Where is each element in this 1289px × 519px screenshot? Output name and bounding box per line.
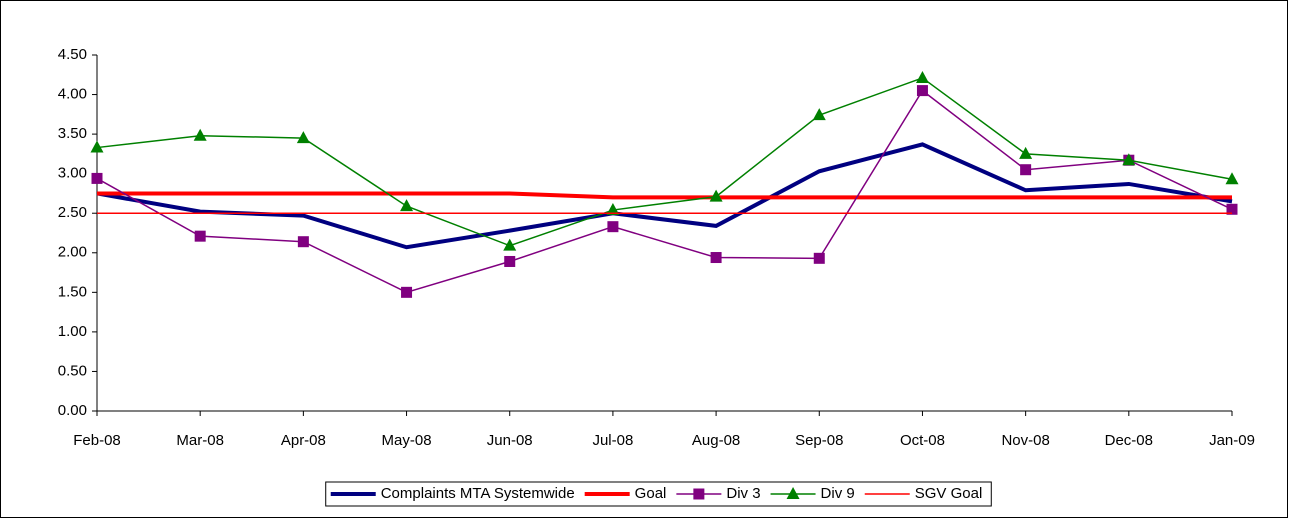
y-tick-label: 3.00 <box>58 165 87 182</box>
legend-label: Complaints MTA Systemwide <box>381 485 575 502</box>
y-tick-label: 4.50 <box>58 46 87 63</box>
marker <box>1226 203 1238 215</box>
y-tick-label: 0.50 <box>58 362 87 379</box>
marker <box>813 252 825 264</box>
marker <box>400 199 414 212</box>
x-tick-label: Sep-08 <box>795 432 843 449</box>
marker <box>607 221 619 233</box>
x-tick-label: Nov-08 <box>1001 432 1049 449</box>
series-line <box>96 142 1233 250</box>
marker <box>90 140 104 153</box>
legend-label: Div 9 <box>821 485 855 502</box>
marker <box>710 252 722 264</box>
x-tick-label: Jan-09 <box>1209 432 1255 449</box>
legend-label: SGV Goal <box>915 485 983 502</box>
marker <box>297 236 309 248</box>
x-tick-label: Jul-08 <box>592 432 633 449</box>
marker <box>193 128 207 141</box>
marker <box>709 189 723 202</box>
marker <box>401 286 413 298</box>
x-tick-label: Oct-08 <box>900 432 945 449</box>
legend-marker <box>693 488 705 500</box>
y-tick-label: 3.50 <box>58 125 87 142</box>
marker <box>1225 172 1239 185</box>
x-tick-label: Mar-08 <box>176 432 224 449</box>
marker <box>916 85 928 97</box>
y-tick-label: 1.50 <box>58 283 87 300</box>
legend: Complaints MTA Systemwide Goal Div 3 Div 9 S… <box>325 481 992 507</box>
marker <box>1020 164 1032 176</box>
y-tick-label: 4.00 <box>58 86 87 103</box>
marker <box>606 203 620 216</box>
marker <box>91 172 103 184</box>
x-tick-label: Apr-08 <box>281 432 326 449</box>
marker <box>1122 153 1136 166</box>
x-tick-label: May-08 <box>382 432 432 449</box>
marker <box>915 70 929 83</box>
x-tick-label: Dec-08 <box>1105 432 1153 449</box>
y-tick-label: 2.50 <box>58 204 87 221</box>
x-tick-label: Jun-08 <box>487 432 533 449</box>
series-line <box>96 77 1233 247</box>
series-line <box>96 89 1233 294</box>
y-tick-label: 1.00 <box>58 323 87 340</box>
marker <box>812 108 826 121</box>
x-tick-label: Aug-08 <box>692 432 740 449</box>
series-line <box>97 191 1232 200</box>
marker <box>504 255 516 267</box>
marker <box>194 230 206 242</box>
marker <box>1019 146 1033 159</box>
x-tick-label: Feb-08 <box>73 432 121 449</box>
y-tick-label: 0.00 <box>58 402 87 419</box>
y-tick-label: 2.00 <box>58 244 87 261</box>
marker <box>503 238 517 251</box>
legend-label: Goal <box>635 485 667 502</box>
marker <box>296 131 310 144</box>
legend-label: Div 3 <box>726 485 760 502</box>
legend-marker <box>786 487 800 499</box>
